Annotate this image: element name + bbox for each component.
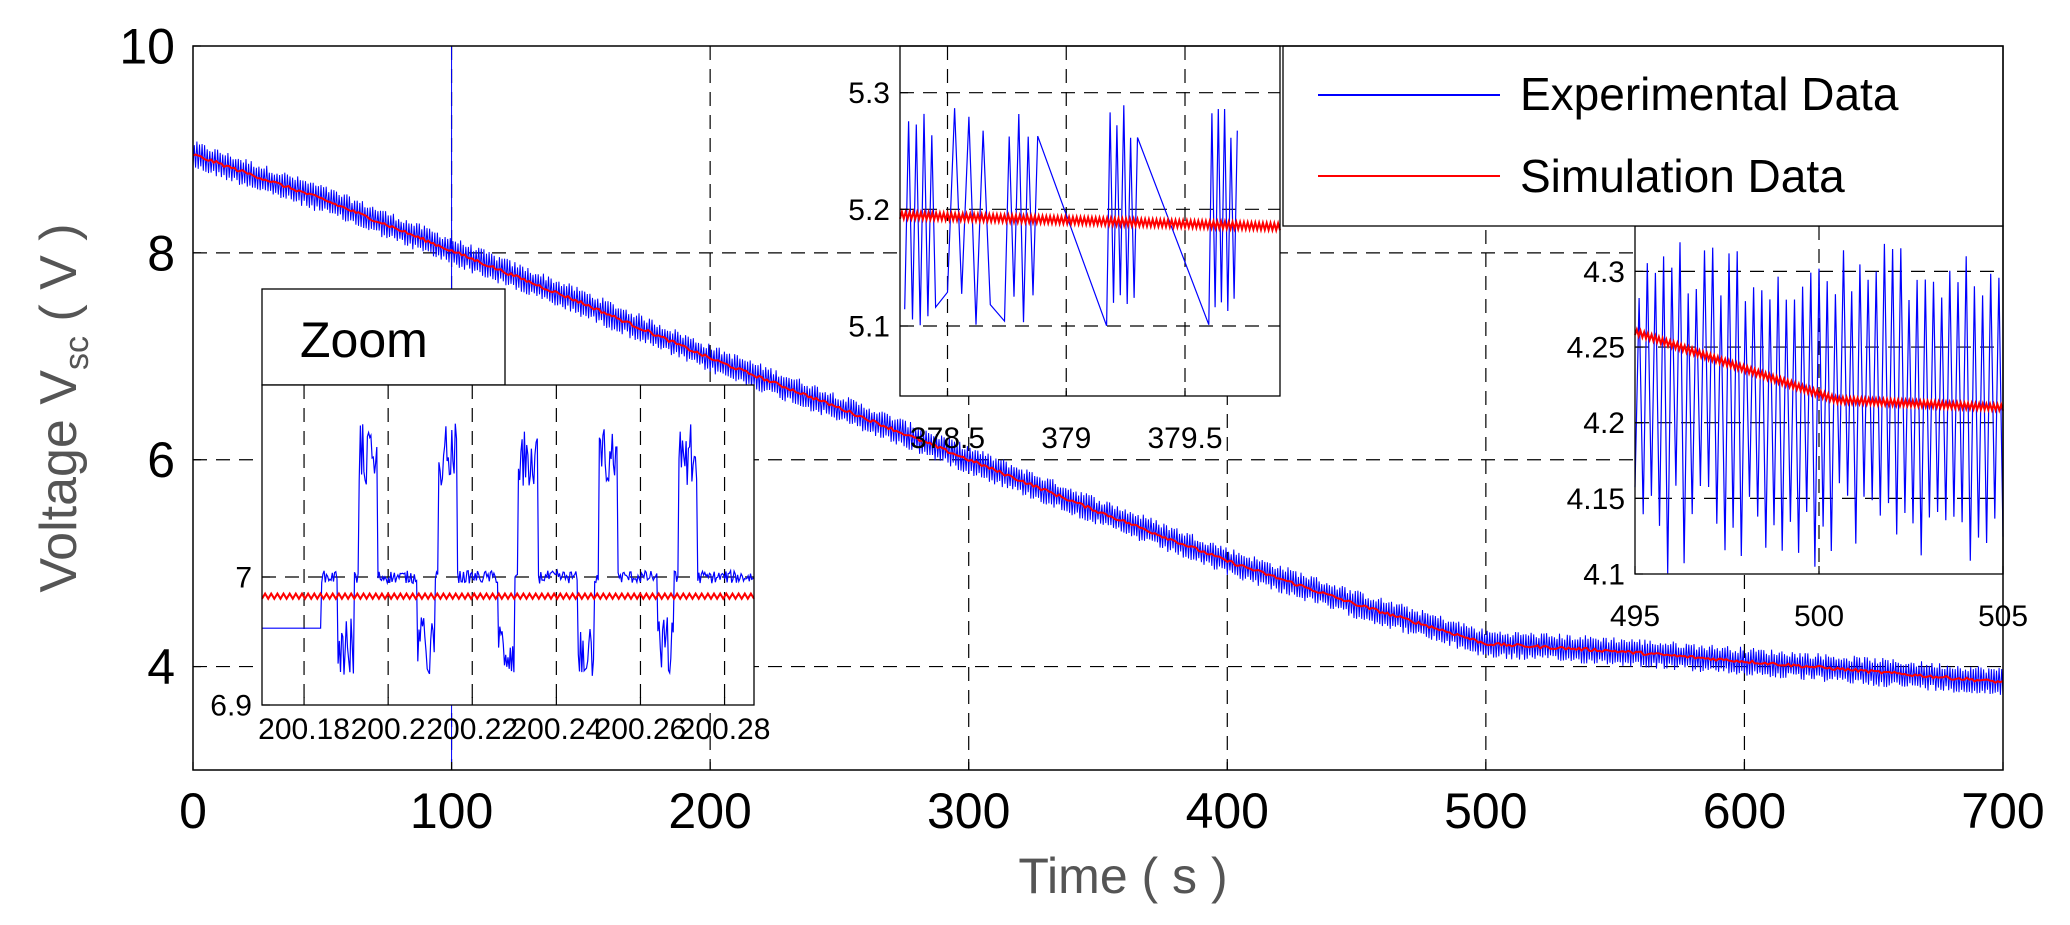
zoom-xtick-label-3: 200.24 xyxy=(510,713,602,746)
inset-378-xtick-label-2: 379.5 xyxy=(1147,422,1222,455)
inset-378-xtick-label-0: 378.5 xyxy=(910,422,985,455)
main-frame xyxy=(192,45,2004,771)
inset-500-ytick-label-2: 4.2 xyxy=(1583,407,1625,440)
legend-box xyxy=(1282,45,2004,227)
zoom-ytick-label-1: 7 xyxy=(235,562,252,595)
inset-378-series xyxy=(899,105,1281,327)
inset-500-ytick-label-1: 4.15 xyxy=(1567,483,1625,516)
inset-500-series-simulation xyxy=(1634,326,2004,414)
zoom-title: Zoom xyxy=(300,312,428,368)
zoom-ytick-label-0: 6.9 xyxy=(210,690,252,723)
inset-500-xtick-label-1: 500 xyxy=(1794,600,1844,633)
main-ytick-label-3: 10 xyxy=(119,19,175,75)
zoom-series-experimental xyxy=(262,423,755,676)
zoom-grid xyxy=(262,385,754,705)
zoom-xtick-label-2: 200.22 xyxy=(426,713,518,746)
main-xtick-label-0: 0 xyxy=(179,783,207,839)
legend-label-experimental: Experimental Data xyxy=(1520,68,1899,120)
inset-378: 378.5 379 379.5 5.1 5.2 5.3 xyxy=(848,45,1281,455)
main-ytick-label-1: 6 xyxy=(147,432,175,488)
inset-378-xtick-label-1: 379 xyxy=(1041,422,1091,455)
zoom-xtick-label-4: 200.26 xyxy=(595,713,687,746)
y-axis-label: Voltage Vsc ( V ) xyxy=(30,223,96,592)
x-axis-label: Time ( s ) xyxy=(1018,848,1227,904)
zoom-xtick-label-1: 200.2 xyxy=(351,713,426,746)
y-axis-label-subscript: sc xyxy=(58,336,96,370)
inset-500-series-experimental xyxy=(1634,242,2004,574)
inset-378-ticks: 378.5 379 379.5 5.1 5.2 5.3 xyxy=(848,77,1222,455)
main-ticks: 0 100 200 300 400 500 600 700 4 6 8 10 xyxy=(119,19,2044,840)
zoom-series-simulation xyxy=(261,591,755,601)
zoom-xtick-label-0: 200.18 xyxy=(258,713,350,746)
main-xtick-label-6: 600 xyxy=(1703,783,1786,839)
main-xtick-label-2: 200 xyxy=(668,783,751,839)
zoom-title-box xyxy=(261,288,506,386)
y-axis-label-unit: ( V ) xyxy=(30,223,88,336)
main-xtick-label-7: 700 xyxy=(1961,783,2044,839)
main-xtick-label-5: 500 xyxy=(1444,783,1527,839)
inset-378-ytick-label-2: 5.3 xyxy=(848,77,890,110)
main-xtick-label-1: 100 xyxy=(410,783,493,839)
y-axis-label-main: Voltage V xyxy=(30,370,88,593)
zoom-series xyxy=(261,423,755,676)
inset-500-ytick-label-0: 4.1 xyxy=(1583,559,1625,592)
inset-378-ytick-label-1: 5.2 xyxy=(848,194,890,227)
inset-500-series xyxy=(1634,242,2004,574)
main-ytick-label-2: 8 xyxy=(147,225,175,281)
series-experimental xyxy=(192,141,2004,696)
zoom-frame xyxy=(261,384,755,706)
zoom-inset: Zoom 200.18 200.2 200.22200.24200.26200.28… xyxy=(210,288,770,747)
inset-500-ytick-label-4: 4.3 xyxy=(1583,256,1625,289)
series-simulation xyxy=(192,153,2004,684)
legend: Experimental Data Simulation Data xyxy=(1282,45,2004,227)
inset-500-ytick-label-3: 4.25 xyxy=(1567,332,1625,365)
zoom-xtick-label-5: 200.28 xyxy=(679,713,771,746)
inset-378-ytick-label-0: 5.1 xyxy=(848,311,890,344)
main-ytick-label-0: 4 xyxy=(147,639,175,695)
main-xtick-label-3: 300 xyxy=(927,783,1010,839)
inset-378-series-simulation xyxy=(899,207,1281,234)
zoom-background xyxy=(262,385,754,705)
main-xtick-label-4: 400 xyxy=(1186,783,1269,839)
legend-label-simulation: Simulation Data xyxy=(1520,150,1845,202)
inset-500-xtick-label-0: 495 xyxy=(1610,600,1660,633)
